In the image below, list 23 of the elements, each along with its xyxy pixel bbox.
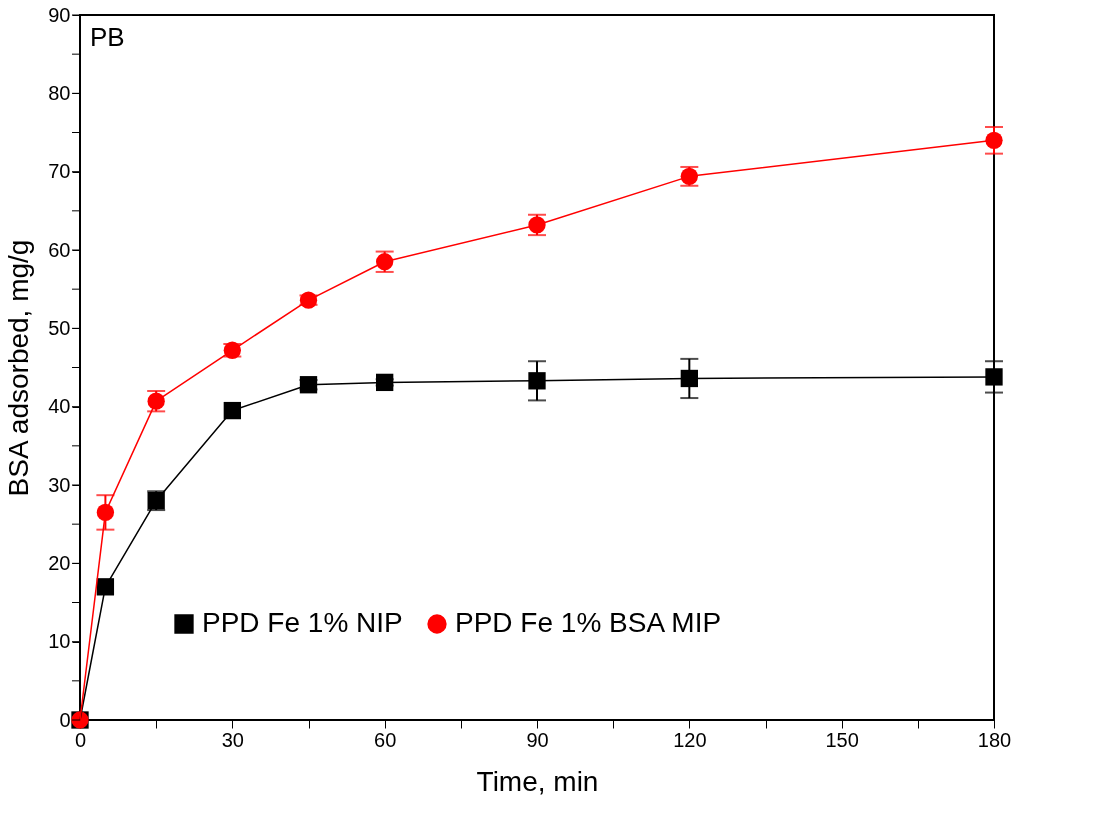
y-tick-label: 90 <box>48 3 71 26</box>
y-axis-title: BSA adsorbed, mg/g <box>3 239 35 497</box>
y-tick-label: 80 <box>48 81 71 104</box>
annotation: PB <box>90 22 125 52</box>
x-tick-label: 180 <box>977 728 1012 751</box>
y-tick-label: 20 <box>48 551 71 574</box>
legend-label: PPD Fe 1% BSA MIP <box>455 607 722 638</box>
y-tick-label: 40 <box>48 395 71 418</box>
y-tick-label: 10 <box>48 630 71 653</box>
y-tick-label: 60 <box>48 238 71 261</box>
point <box>985 368 1003 386</box>
x-tick-label: 60 <box>374 728 397 751</box>
x-axis-title: Time, min <box>476 765 599 797</box>
legend-label: PPD Fe 1% NIP <box>202 607 403 638</box>
x-tick-label: 30 <box>221 728 244 751</box>
x-tick-label: 150 <box>825 728 859 751</box>
x-tick-label: 0 <box>74 728 87 751</box>
y-tick-label: 30 <box>48 473 71 496</box>
y-tick-label: 70 <box>48 160 71 183</box>
x-tick-label: 120 <box>673 728 707 751</box>
x-tick-label: 90 <box>526 728 549 751</box>
y-tick-label: 50 <box>48 316 71 339</box>
y-tick-label: 0 <box>59 708 71 731</box>
